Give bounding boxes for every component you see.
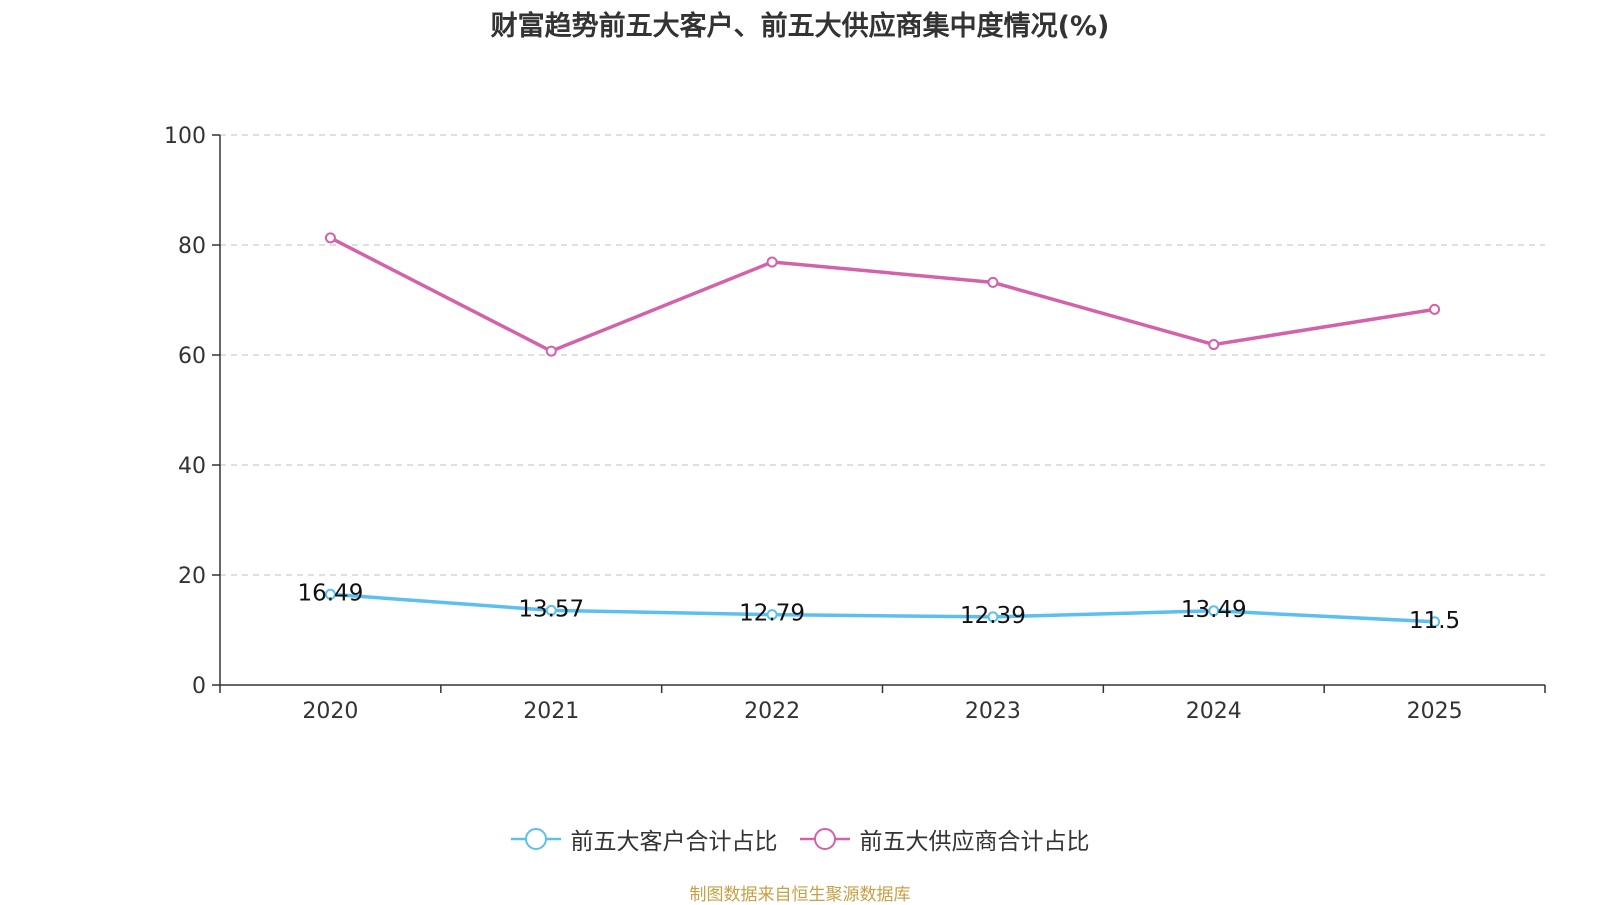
data-point-0-5 [1429, 616, 1441, 628]
data-point-0-0 [324, 588, 336, 600]
data-point-1-4 [1208, 339, 1220, 351]
legend-item-suppliers[interactable]: 前五大供应商合计占比 [799, 822, 1090, 856]
data-point-0-4 [1208, 605, 1220, 617]
x-tick-label-2023: 2023 [965, 699, 1021, 724]
x-tick-label-2020: 2020 [302, 699, 358, 724]
y-tick-label-60: 60 [178, 344, 206, 369]
x-tick-label-2024: 2024 [1186, 699, 1242, 724]
x-tick-label-2025: 2025 [1407, 699, 1463, 724]
legend-swatch-customers [510, 828, 561, 850]
x-tick-label-2022: 2022 [744, 699, 800, 724]
x-tick-label-2021: 2021 [523, 699, 579, 724]
data-point-1-2 [766, 256, 778, 268]
series-line-0 [330, 592, 1435, 624]
legend-item-customers[interactable]: 前五大客户合计占比 [510, 822, 778, 856]
data-point-0-3 [987, 611, 999, 623]
chart-title: 财富趋势前五大客户、前五大供应商集中度情况(%) [490, 11, 1110, 42]
y-tick-label-80: 80 [178, 234, 206, 259]
data-point-0-1 [545, 604, 557, 616]
data-point-1-0 [324, 232, 336, 244]
data-label-0-2: 12.79 [739, 601, 805, 627]
data-source-note: 制图数据来自恒生聚源数据库 [689, 885, 911, 905]
y-tick-label-100: 100 [164, 124, 206, 149]
legend-swatch-suppliers [799, 828, 850, 850]
legend-label-suppliers: 前五大供应商合计占比 [859, 829, 1090, 855]
data-label-0-3: 12.39 [960, 603, 1026, 629]
data-point-1-5 [1429, 303, 1441, 315]
data-point-1-3 [987, 276, 999, 288]
y-tick-label-40: 40 [178, 454, 206, 479]
y-tick-label-0: 0 [192, 674, 206, 699]
data-label-0-4: 13.49 [1181, 597, 1247, 623]
series-line-1 [329, 236, 1435, 353]
legend-label-customers: 前五大客户合计占比 [570, 829, 778, 855]
data-label-0-1: 13.57 [518, 596, 584, 622]
legend: 前五大客户合计占比 前五大供应商合计占比 [0, 822, 1600, 856]
data-label-0-5: 11.5 [1409, 608, 1460, 634]
data-point-0-2 [766, 609, 778, 621]
data-point-1-1 [545, 345, 557, 357]
y-tick-label-20: 20 [178, 564, 206, 589]
data-label-0-0: 16.49 [297, 580, 363, 606]
